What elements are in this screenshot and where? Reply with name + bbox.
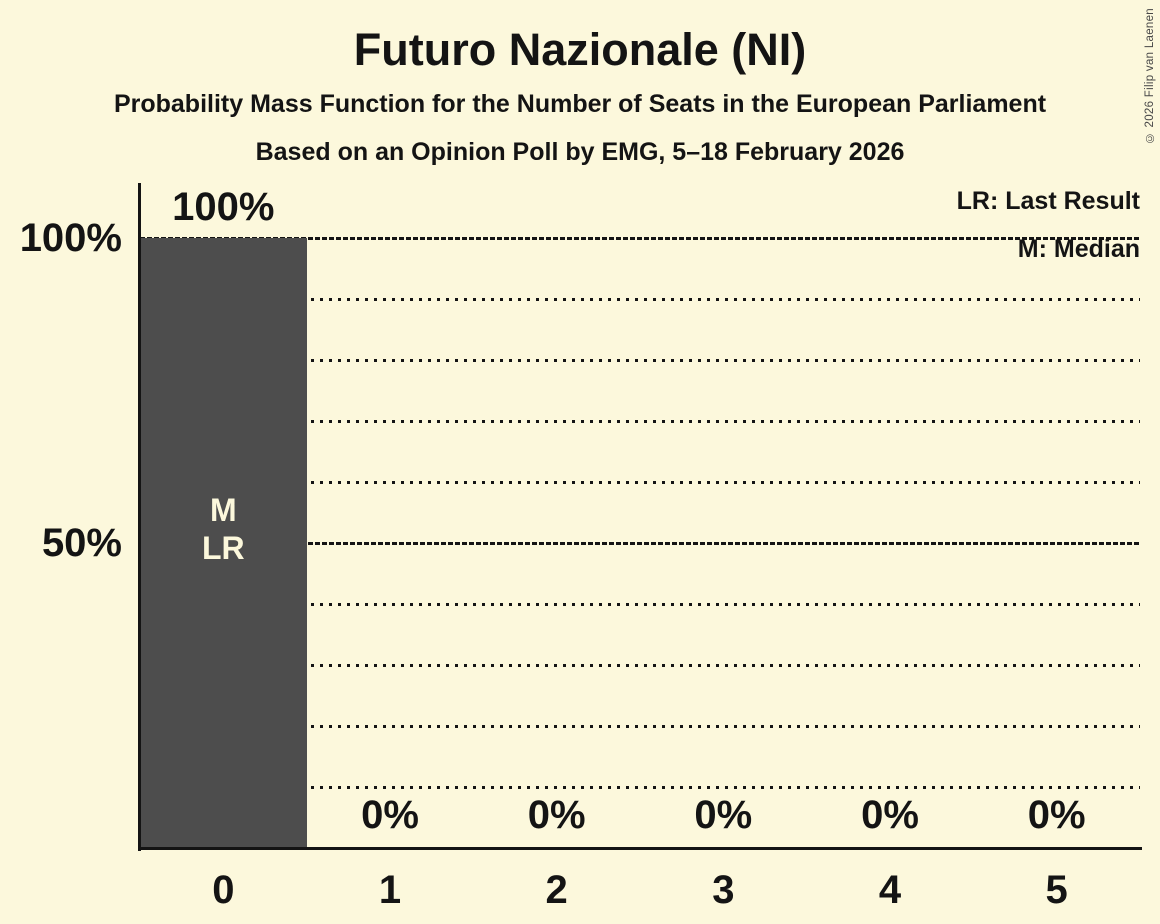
x-axis-label-4: 4 [878,868,902,912]
x-axis-line [138,847,1142,850]
gridline-dotted-10pct [140,786,1140,789]
y-axis-line [138,183,141,851]
y-axis-label-100: 100% [19,216,122,260]
legend: LR: Last Result M: Median [957,177,1140,273]
bar-annotation-line-m: M [210,492,237,528]
legend-median: M: Median [1017,235,1140,263]
x-axis-label-1: 1 [378,868,402,912]
y-axis-label-50: 50% [41,521,122,565]
x-axis-label-5: 5 [1045,868,1068,912]
gridline-dotted-80pct [140,359,1140,362]
bar-annotation-seat-0: M LR [140,491,307,567]
bar-value-label-seat-5: 0% [1027,793,1086,837]
gridline-major-100pct [140,237,1140,240]
bar-value-label-seat-2: 0% [527,793,586,837]
bar-value-label-seat-3: 0% [694,793,753,837]
x-axis-label-2: 2 [545,868,568,912]
bar-value-label-seat-0: 100% [172,185,275,229]
copyright-text: © 2026 Filip van Laenen [1144,8,1156,144]
gridline-dotted-70pct [140,420,1140,423]
plot-area: 100% 0% 0% 0% 0% 0% M LR [140,183,1140,848]
chart-poll-note: Based on an Opinion Poll by EMG, 5–18 Fe… [255,138,905,166]
bar-seat-0 [140,238,307,848]
chart-title: Futuro Nazionale (NI) [353,24,807,75]
gridline-dotted-30pct [140,664,1140,667]
gridline-dotted-90pct [140,298,1140,301]
chart-subtitle: Probability Mass Function for the Number… [113,90,1047,118]
gridline-dotted-40pct [140,603,1140,606]
bar-value-label-seat-4: 0% [861,793,919,837]
bar-value-label-seat-1: 0% [361,793,419,837]
gridline-dotted-20pct [140,725,1140,728]
gridline-dotted-60pct [140,481,1140,484]
bar-annotation-line-lr: LR [202,530,245,566]
legend-last-result: LR: Last Result [956,187,1140,215]
gridline-major-50pct [140,542,1140,545]
x-axis-label-3: 3 [712,868,735,912]
x-axis-label-0: 0 [212,868,235,912]
